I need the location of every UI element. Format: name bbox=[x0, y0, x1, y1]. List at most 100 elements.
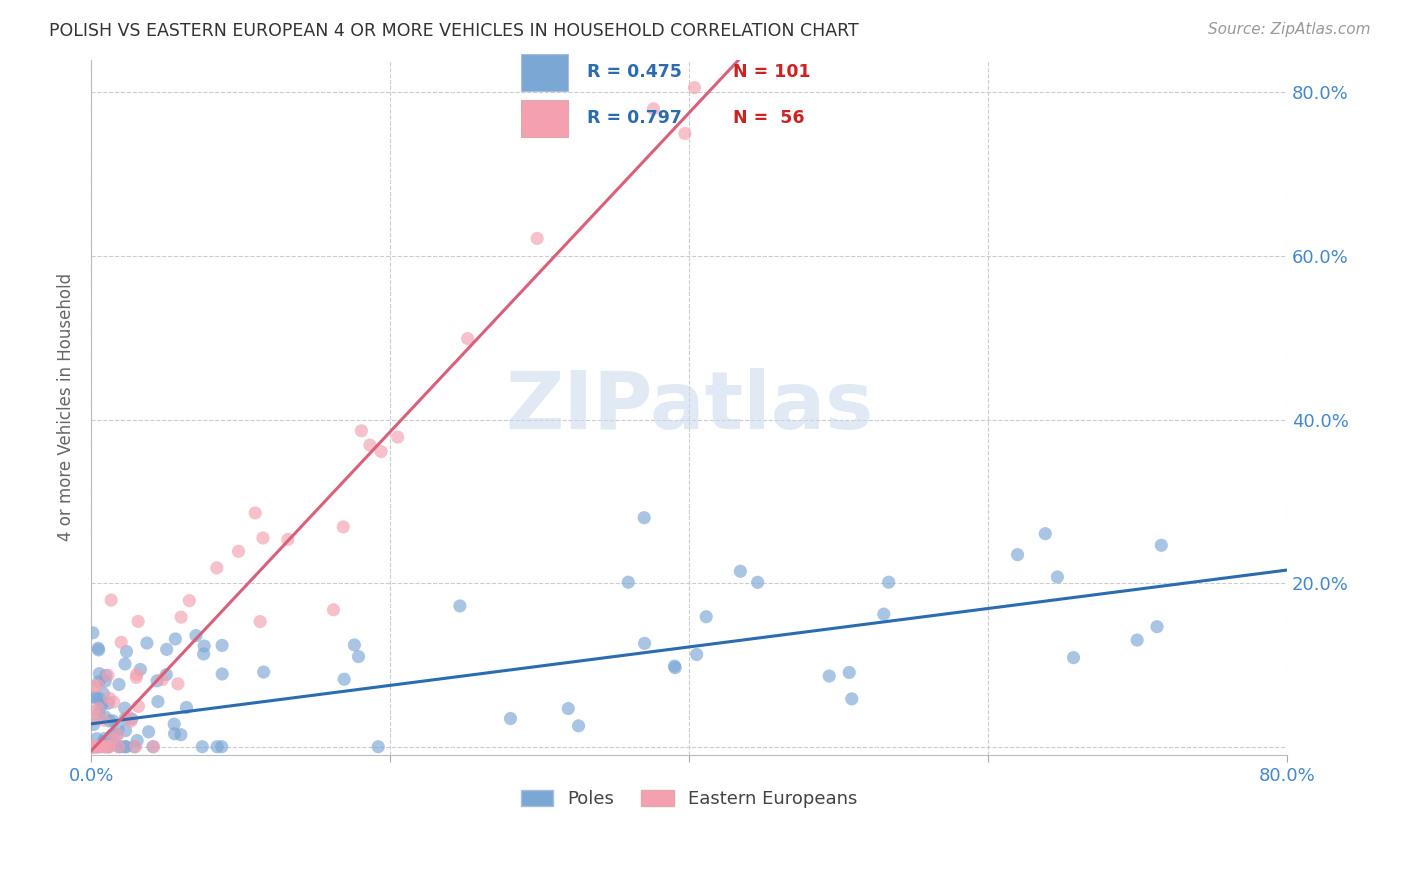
Point bbox=[170, 728, 193, 742]
Point bbox=[84, 739, 107, 754]
Point bbox=[1063, 650, 1085, 665]
Point bbox=[332, 520, 354, 534]
Point bbox=[1126, 633, 1149, 648]
Point bbox=[114, 723, 136, 738]
Point bbox=[129, 663, 152, 677]
Point bbox=[170, 610, 193, 624]
Point bbox=[146, 673, 169, 688]
Point bbox=[115, 739, 138, 754]
Point bbox=[83, 680, 105, 694]
Point bbox=[138, 724, 160, 739]
Point bbox=[841, 691, 863, 706]
Point bbox=[125, 667, 148, 681]
Point bbox=[82, 739, 104, 754]
Point bbox=[93, 709, 115, 723]
Point bbox=[100, 593, 122, 607]
Point bbox=[128, 699, 150, 714]
Point bbox=[114, 701, 136, 715]
Point bbox=[695, 609, 717, 624]
Point bbox=[253, 665, 276, 679]
Point bbox=[179, 593, 201, 607]
Point bbox=[97, 739, 120, 754]
Point bbox=[93, 739, 115, 754]
Point bbox=[98, 691, 121, 706]
Point bbox=[107, 728, 129, 742]
Point bbox=[86, 739, 108, 754]
Point bbox=[108, 677, 131, 691]
Point bbox=[205, 561, 228, 575]
Point bbox=[191, 739, 214, 754]
Point bbox=[98, 739, 121, 754]
Point bbox=[117, 709, 139, 723]
Point bbox=[359, 438, 381, 452]
Point bbox=[108, 739, 131, 754]
Point bbox=[97, 696, 120, 710]
Point bbox=[343, 638, 366, 652]
Point bbox=[89, 691, 111, 706]
Point bbox=[87, 674, 110, 689]
Point bbox=[83, 717, 105, 731]
Point bbox=[142, 739, 165, 754]
Point bbox=[184, 629, 207, 643]
Point bbox=[135, 636, 157, 650]
Point bbox=[89, 698, 111, 713]
Point bbox=[333, 672, 356, 686]
Point bbox=[643, 102, 665, 116]
Point bbox=[84, 690, 107, 705]
Text: Source: ZipAtlas.com: Source: ZipAtlas.com bbox=[1208, 22, 1371, 37]
Point bbox=[87, 706, 110, 721]
Point bbox=[664, 661, 686, 675]
Point bbox=[90, 739, 112, 754]
Point bbox=[121, 712, 143, 726]
Point bbox=[115, 644, 138, 658]
Point bbox=[107, 739, 129, 754]
Point bbox=[211, 639, 233, 653]
Point bbox=[1033, 526, 1056, 541]
Point bbox=[97, 668, 120, 682]
Bar bbox=[520, 100, 568, 137]
Point bbox=[686, 648, 709, 662]
Point bbox=[83, 739, 105, 754]
Point bbox=[97, 739, 120, 754]
Point bbox=[673, 127, 696, 141]
Text: ZIPatlas: ZIPatlas bbox=[505, 368, 873, 446]
Point bbox=[82, 739, 104, 754]
Point bbox=[163, 717, 186, 731]
Point bbox=[664, 659, 686, 673]
Point bbox=[730, 564, 752, 578]
Point bbox=[93, 739, 115, 754]
Text: R = 0.797: R = 0.797 bbox=[586, 110, 682, 128]
Point bbox=[82, 713, 104, 727]
Text: POLISH VS EASTERN EUROPEAN 4 OR MORE VEHICLES IN HOUSEHOLD CORRELATION CHART: POLISH VS EASTERN EUROPEAN 4 OR MORE VEH… bbox=[49, 22, 859, 40]
Point bbox=[156, 642, 179, 657]
Point bbox=[193, 647, 215, 661]
Point bbox=[176, 700, 198, 714]
Point bbox=[101, 714, 124, 728]
Point bbox=[166, 677, 188, 691]
Point bbox=[163, 727, 186, 741]
Point bbox=[142, 739, 165, 754]
Point bbox=[127, 733, 149, 747]
Point bbox=[165, 632, 187, 646]
Text: N = 101: N = 101 bbox=[733, 63, 810, 81]
Point bbox=[1150, 538, 1173, 552]
Point bbox=[103, 695, 125, 709]
Point bbox=[155, 667, 177, 681]
Point bbox=[110, 739, 132, 754]
Point bbox=[633, 636, 655, 650]
Point bbox=[211, 667, 233, 681]
Point bbox=[347, 649, 370, 664]
Point bbox=[499, 712, 522, 726]
Point bbox=[114, 711, 136, 725]
Point bbox=[124, 739, 146, 754]
Point bbox=[82, 739, 104, 754]
Bar bbox=[520, 54, 568, 91]
Point bbox=[193, 639, 215, 653]
Legend: Poles, Eastern Europeans: Poles, Eastern Europeans bbox=[513, 782, 865, 815]
Point bbox=[567, 719, 589, 733]
Point bbox=[449, 599, 471, 613]
Point bbox=[83, 704, 105, 718]
Point bbox=[87, 643, 110, 657]
Point bbox=[211, 739, 233, 754]
Point bbox=[125, 670, 148, 684]
